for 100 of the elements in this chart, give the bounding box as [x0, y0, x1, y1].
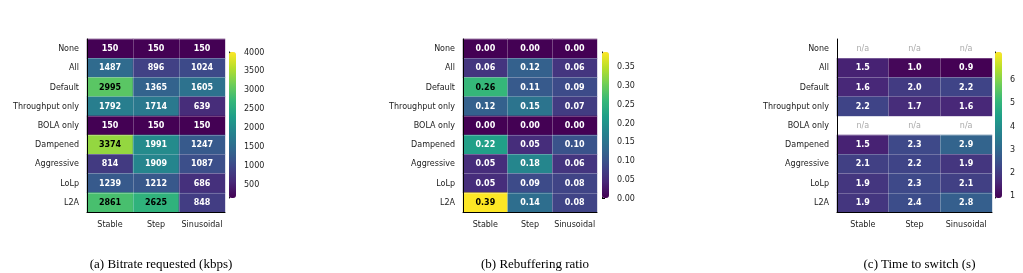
color-bar-label: 1500 [244, 142, 265, 152]
data-label: 0.05 [475, 159, 496, 169]
data-label: 2.3 [907, 178, 922, 188]
y-tick-label: Default [425, 82, 455, 92]
y-tick-label: L2A [813, 197, 830, 207]
data-label: 0.00 [475, 121, 496, 130]
text: (c) Time to switch (s) [863, 256, 976, 271]
y-tick-label: Default [49, 82, 79, 92]
data-label: 1365 [144, 82, 168, 92]
x-tick-label: Step [520, 219, 540, 229]
data-label: 0.12 [475, 101, 496, 111]
data-label: 1.6 [959, 101, 974, 111]
y-tick-label: Throughput only [388, 101, 456, 111]
data-label: 0.06 [564, 63, 585, 73]
y-tick-label: Aggressive [411, 159, 456, 169]
x-tick-label: Sinusoidal [945, 219, 987, 229]
data-label: 1.9 [855, 197, 871, 207]
y-tick-label: All [819, 63, 829, 73]
data-label: 0.07 [564, 101, 585, 111]
data-label: 0.39 [475, 197, 496, 207]
data-label: 1605 [190, 82, 214, 92]
color-bar-label: 0.35 [617, 62, 635, 72]
data-label: 1.9 [959, 159, 974, 169]
data-label: 1.5 [855, 63, 871, 73]
x-tick-label: Stable [850, 219, 876, 229]
data-label: 686 [193, 178, 211, 188]
color-bar-label: 2500 [244, 104, 265, 114]
data-label: 0.00 [564, 121, 585, 130]
data-label: 0.00 [520, 121, 541, 130]
data-label: 1.5 [855, 140, 871, 150]
data-label: 2861 [98, 197, 122, 207]
color-bar-label: 3 [1010, 144, 1016, 154]
data-label: 1.9 [855, 178, 871, 188]
y-tick-label: None [58, 44, 80, 54]
color-bar-label: 0.30 [617, 81, 635, 91]
color-bar-label: 0.10 [617, 156, 635, 166]
data-label: 639 [193, 101, 211, 111]
data-label: 1487 [98, 63, 122, 73]
data-label: 0.11 [520, 82, 541, 92]
color-bar-label: 0.25 [617, 99, 635, 109]
color-bar-label: 500 [244, 180, 260, 190]
data-label: 1247 [190, 140, 214, 150]
data-label: 0.09 [520, 178, 541, 188]
data-label: 0.18 [520, 159, 541, 169]
data-label: 150 [193, 121, 211, 130]
color-bar-label: 3000 [244, 85, 265, 95]
data-label: 1714 [144, 101, 168, 111]
color-bar-label: 6 [1010, 75, 1016, 85]
color-bar-label: 2 [1010, 168, 1016, 178]
y-tick-label: L2A [439, 197, 456, 207]
y-tick-label: LoLp [60, 178, 79, 188]
text: n/a [908, 44, 921, 54]
text: n/a [959, 44, 973, 54]
y-tick-label: Aggressive [35, 159, 80, 169]
data-label: 1.7 [907, 101, 922, 111]
data-label: 2.1 [959, 178, 974, 188]
x-tick-label: Step [905, 219, 924, 229]
data-label: 0.00 [564, 44, 585, 54]
data-label: 0.26 [475, 82, 496, 92]
data-label: 1212 [144, 178, 168, 188]
y-tick-label: Aggressive [785, 159, 830, 169]
data-label: 3374 [98, 140, 122, 150]
data-label: 1087 [190, 159, 214, 169]
x-tick-label: Step [146, 219, 166, 229]
text: n/a [908, 121, 921, 130]
data-label: 0.00 [475, 44, 496, 54]
data-label: 150 [101, 44, 119, 54]
y-tick-label: LoLp [810, 178, 829, 188]
y-tick-label: LoLp [436, 178, 455, 188]
y-tick-label: Dampened [411, 140, 455, 150]
color-bar-label: 0.00 [617, 193, 635, 203]
data-label: 2.9 [959, 140, 974, 150]
color-bar-label: 0.15 [617, 137, 635, 147]
data-label: 2.2 [959, 82, 974, 92]
color-bar-label: 0.20 [617, 118, 635, 128]
data-label: 0.05 [475, 178, 496, 188]
data-label: 0.05 [520, 140, 541, 150]
y-tick-label: None [434, 44, 456, 54]
data-label: 1909 [144, 159, 168, 169]
x-tick-label: Sinusoidal [181, 219, 223, 229]
x-tick-label: Stable [472, 219, 499, 229]
data-label: 0.09 [564, 82, 585, 92]
color-bar-label: 4000 [244, 47, 265, 57]
data-label: 0.14 [520, 197, 541, 207]
text: (b) Rebuffering ratio [480, 256, 590, 271]
color-bar-label: 5 [1010, 98, 1016, 108]
data-label: 0.9 [959, 63, 974, 73]
data-label: 0.22 [475, 140, 496, 150]
color-bar-label: 3500 [244, 66, 265, 76]
y-tick-label: Throughput only [762, 101, 830, 111]
data-label: 0.08 [564, 197, 585, 207]
y-tick-label: BOLA only [787, 121, 830, 130]
x-tick-label: Stable [97, 219, 123, 229]
data-label: 2995 [98, 82, 122, 92]
y-tick-label: None [808, 44, 830, 54]
data-label: 1024 [190, 63, 214, 73]
data-label: 150 [193, 44, 211, 54]
color-bar-label: 1 [1010, 191, 1016, 201]
data-label: 150 [147, 121, 165, 130]
data-label: 150 [147, 44, 165, 54]
